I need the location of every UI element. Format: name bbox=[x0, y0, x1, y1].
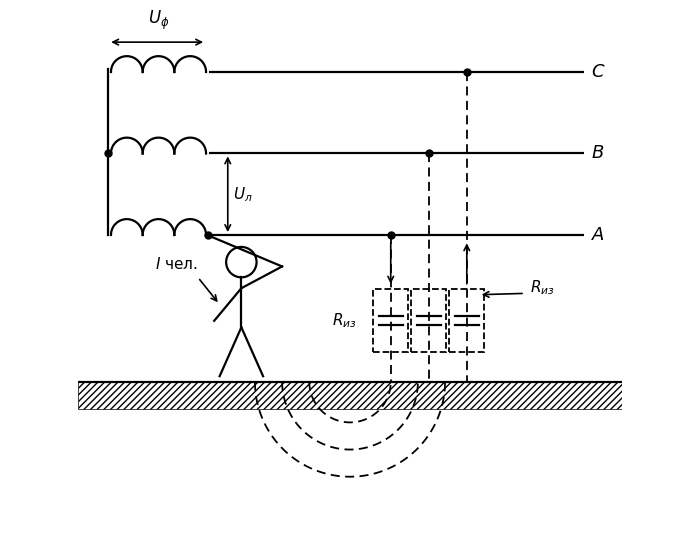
Text: $U_{л}$: $U_{л}$ bbox=[233, 185, 253, 204]
Text: C: C bbox=[592, 63, 604, 81]
Text: $R_{из}$: $R_{из}$ bbox=[531, 278, 555, 297]
Text: B: B bbox=[592, 145, 604, 163]
Text: A: A bbox=[592, 226, 604, 244]
Text: $I$ чел.: $I$ чел. bbox=[155, 256, 197, 272]
Bar bbox=[449, 289, 484, 352]
Text: $U_{\phi}$: $U_{\phi}$ bbox=[148, 9, 169, 32]
Text: $R_{из}$: $R_{из}$ bbox=[332, 311, 357, 330]
Bar bbox=[412, 289, 446, 352]
Bar bbox=[373, 289, 408, 352]
Bar bbox=[78, 382, 622, 409]
